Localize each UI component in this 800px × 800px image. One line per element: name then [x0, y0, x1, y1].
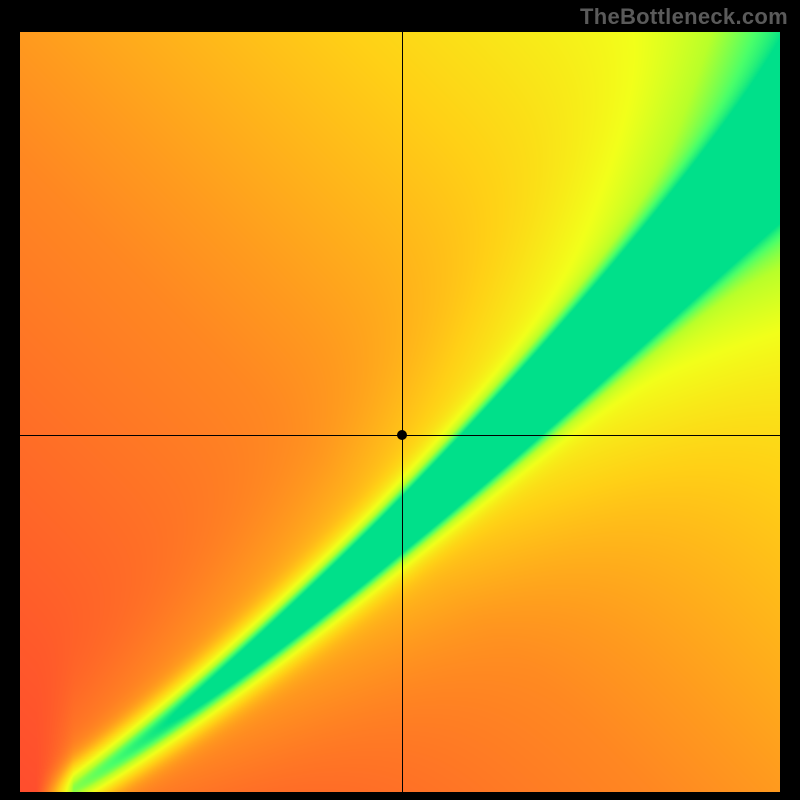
crosshair-vertical: [402, 32, 403, 792]
plot-area: [20, 32, 780, 792]
watermark-text: TheBottleneck.com: [580, 4, 788, 30]
heatmap-canvas: [20, 32, 780, 792]
marker-dot: [397, 430, 407, 440]
